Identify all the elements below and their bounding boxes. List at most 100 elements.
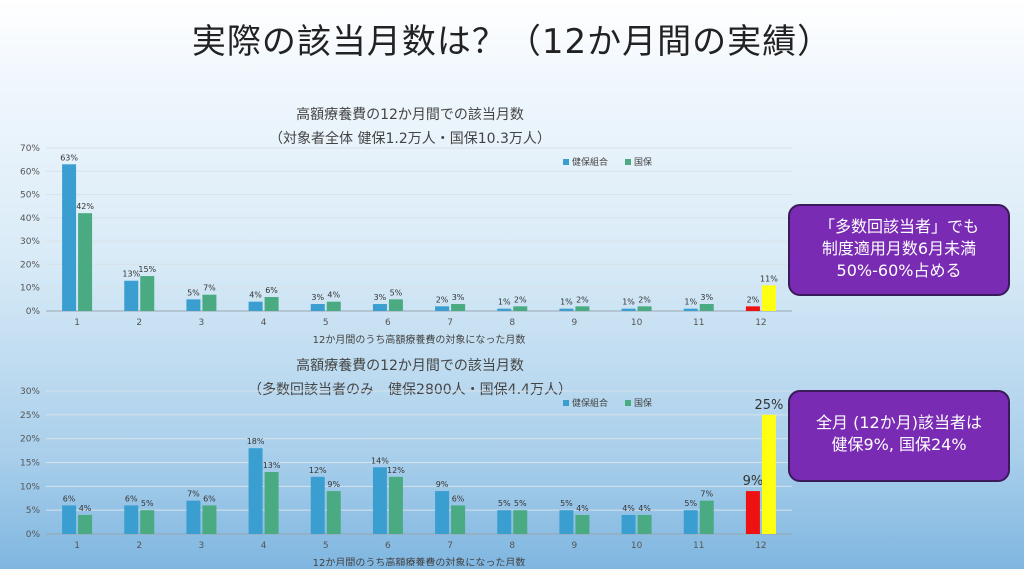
x-axis-label: 12か月間のうち高額療養費の対象になった月数 [313, 333, 526, 346]
data-label: 6% [203, 494, 216, 503]
data-label: 1% [684, 298, 697, 307]
legend-label: 国保 [634, 397, 652, 409]
y-tick-label: 40% [20, 214, 40, 224]
data-label: 4% [576, 504, 589, 513]
callout-bottom: 全月 (12か月)該当者は 健保9%, 国保24% [788, 390, 1010, 482]
bar-kokuho [513, 510, 528, 534]
data-label: 6% [125, 494, 138, 503]
data-label: 11% [760, 274, 778, 283]
x-tick-label: 3 [199, 318, 205, 328]
bar-kenpo [310, 476, 325, 534]
bar-kenpo [62, 164, 77, 311]
bar-kokuho [575, 514, 590, 534]
data-label: 6% [265, 286, 278, 295]
x-tick-label: 5 [323, 318, 329, 328]
bar-kenpo [683, 510, 698, 534]
legend-swatch [625, 159, 631, 165]
legend-swatch [625, 400, 631, 406]
chart2: 0%5%10%15%20%25%30%6%4%16%5%27%6%318%13%… [20, 387, 792, 566]
bar-kokuho [761, 414, 776, 534]
bar-kenpo [124, 280, 139, 311]
bar-kokuho [575, 306, 590, 311]
data-label: 2% [747, 295, 760, 304]
data-label: 5% [514, 499, 527, 508]
y-tick-label: 60% [20, 167, 40, 177]
chart1-subtitle: （対象者全体 健保1.2万人・国保10.3万人） [269, 131, 551, 147]
bar-kenpo [621, 308, 636, 311]
data-label: 3% [311, 293, 324, 302]
data-label: 13% [263, 461, 281, 470]
x-tick-label: 2 [136, 541, 142, 551]
callout-top-line-1: 「多数回該当者」でも [818, 217, 979, 236]
bar-kokuho [388, 299, 403, 311]
bar-kenpo [683, 308, 698, 311]
data-label: 12% [309, 466, 327, 475]
data-label: 4% [327, 291, 340, 300]
y-tick-label: 20% [20, 435, 40, 445]
x-tick-label: 9 [572, 541, 578, 551]
bar-kenpo [435, 306, 450, 311]
data-label: 4% [638, 504, 651, 513]
data-label: 4% [79, 504, 92, 513]
bar-kenpo [559, 510, 574, 534]
chart2-subtitle: （多数回該当者のみ 健保2800人・国保4.4万人） [248, 382, 572, 398]
bar-kenpo [745, 491, 760, 534]
bar-kokuho [202, 505, 217, 534]
data-label: 1% [622, 298, 635, 307]
bar-kokuho [326, 491, 341, 534]
x-tick-label: 8 [509, 541, 515, 551]
y-tick-label: 20% [20, 260, 40, 270]
bar-kenpo [62, 505, 77, 534]
data-label: 9% [327, 480, 340, 489]
bar-kokuho [264, 297, 279, 311]
legend-label: 健保組合 [572, 156, 608, 168]
data-label: 18% [247, 437, 265, 446]
bar-kokuho [326, 301, 341, 311]
legend-label: 健保組合 [572, 397, 608, 409]
data-label: 2% [514, 295, 527, 304]
callout-bottom-line-1: 全月 (12か月)該当者は [816, 413, 982, 432]
data-label: 13% [122, 270, 140, 279]
bar-kenpo [621, 514, 636, 534]
data-label: 6% [63, 494, 76, 503]
data-label: 5% [390, 288, 403, 297]
data-label: 25% [754, 398, 783, 413]
y-tick-label: 0% [26, 530, 41, 540]
bar-kokuho [78, 514, 93, 534]
bar-kenpo [435, 491, 450, 534]
y-tick-label: 10% [20, 284, 40, 294]
data-label: 1% [498, 298, 511, 307]
x-tick-label: 7 [447, 541, 453, 551]
bar-kokuho [78, 213, 93, 311]
data-label: 14% [371, 456, 389, 465]
data-label: 7% [187, 490, 200, 499]
y-tick-label: 70% [20, 144, 40, 154]
data-label: 9% [436, 480, 449, 489]
x-tick-label: 3 [199, 541, 205, 551]
data-label: 6% [452, 494, 465, 503]
bar-kenpo [745, 306, 760, 311]
callout-top-line-3: 50%-60%占める [836, 261, 962, 280]
x-tick-label: 12 [755, 541, 766, 551]
legend-swatch [563, 159, 569, 165]
bar-kokuho [140, 510, 155, 534]
bar-kenpo [124, 505, 139, 534]
data-label: 4% [249, 291, 262, 300]
bar-kokuho [637, 306, 652, 311]
data-label: 4% [622, 504, 635, 513]
chart2-title: 高額療養費の12か月間での該当月数 [296, 358, 524, 374]
x-tick-label: 1 [74, 318, 80, 328]
y-tick-label: 30% [20, 387, 40, 397]
data-label: 3% [700, 293, 713, 302]
bar-kokuho [637, 514, 652, 534]
data-label: 42% [76, 202, 94, 211]
x-tick-label: 1 [74, 541, 80, 551]
data-label: 2% [638, 295, 651, 304]
bar-kenpo [248, 448, 263, 534]
bar-kokuho [451, 304, 466, 311]
x-tick-label: 6 [385, 318, 391, 328]
data-label: 7% [203, 284, 216, 293]
bar-kokuho [264, 472, 279, 534]
data-label: 5% [560, 499, 573, 508]
x-tick-label: 10 [631, 318, 643, 328]
